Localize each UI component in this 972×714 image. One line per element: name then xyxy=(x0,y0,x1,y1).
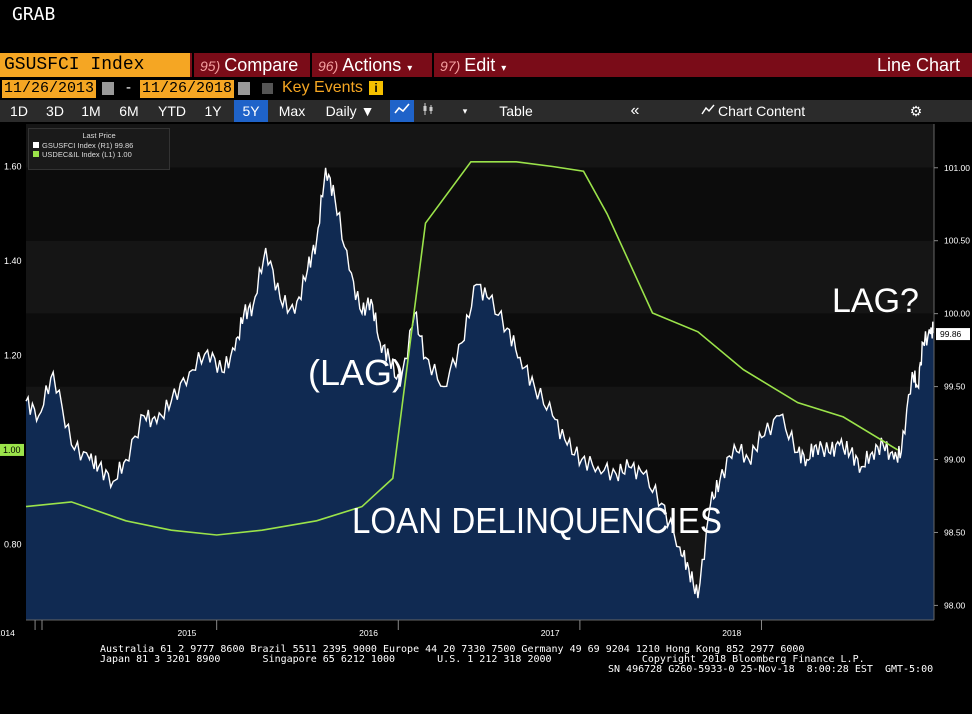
legend-label: GSUSFCI Index (R1) 99.86 xyxy=(42,141,134,150)
right-tick-label: 101.00 xyxy=(944,163,970,173)
chart-content-button[interactable]: Chart Content xyxy=(718,103,806,119)
range-button-3d[interactable]: 3D xyxy=(46,103,64,119)
series-line-gsusfci-index xyxy=(25,167,935,599)
left-axis-marker-label: 1.00 xyxy=(3,445,21,455)
edit-button[interactable]: 97) Edit ▾ xyxy=(432,53,522,77)
legend-swatch xyxy=(33,151,39,157)
edit-number: 97) xyxy=(440,58,461,74)
left-tick-label: 1.40 xyxy=(4,256,22,266)
line-chart-icon[interactable] xyxy=(390,100,414,122)
compare-button[interactable]: 95) Compare xyxy=(192,53,308,77)
legend-label: USDEC&IL Index (L1) 1.00 xyxy=(42,150,132,159)
series-line-usdec-il-index xyxy=(25,161,899,536)
edit-label: Edit xyxy=(464,55,496,75)
right-axis-marker-label: 99.86 xyxy=(940,329,962,339)
range-button-6m[interactable]: 6M xyxy=(119,103,139,119)
chart-type-title: Line Chart xyxy=(876,55,960,75)
actions-label: Actions xyxy=(342,55,402,75)
right-tick-label: 98.00 xyxy=(944,600,966,610)
start-date-input[interactable]: 11/26/2013 xyxy=(2,80,97,98)
x-tick-label: 2018 xyxy=(722,628,741,638)
x-tick-label: 2014 xyxy=(0,628,15,638)
annotation-lag-question: LAG? xyxy=(832,282,919,320)
left-tick-label: 1.20 xyxy=(4,350,22,360)
window-title: GRAB xyxy=(12,4,56,25)
range-button-1d[interactable]: 1D xyxy=(10,103,28,119)
legend-title: Last Price xyxy=(82,131,116,140)
x-tick-label: 2015 xyxy=(177,628,196,638)
end-date-input[interactable]: 11/26/2018 xyxy=(140,80,235,98)
right-tick-label: 99.00 xyxy=(944,455,966,465)
footer-serial: SN 496728 G260-5933-0 25-Nov-18 8:00:28 … xyxy=(608,664,934,675)
legend: Last Price GSUSFCI Index (R1) 99.86 USDE… xyxy=(28,128,170,170)
range-button-ytd[interactable]: YTD xyxy=(158,103,186,119)
actions-button[interactable]: 96) Actions ▾ xyxy=(310,53,430,77)
footer-contacts-1: Australia 61 2 9777 8600 Brazil 5511 239… xyxy=(100,644,805,655)
chart-style-dropdown-icon[interactable]: ▾ xyxy=(462,106,468,116)
series-area-gsusfci-index xyxy=(26,167,934,621)
actions-number: 96) xyxy=(318,58,339,74)
range-button-max[interactable]: Max xyxy=(278,103,306,119)
footer-contacts-2: Japan 81 3 3201 8900 Singapore 65 6212 1… xyxy=(100,654,865,665)
date-separator: - xyxy=(126,79,131,96)
left-axis-marker xyxy=(0,443,24,456)
period-dropdown[interactable]: Daily ▼ xyxy=(325,103,375,119)
gear-icon[interactable]: ⚙ xyxy=(909,103,923,119)
table-button[interactable]: Table xyxy=(499,103,533,119)
left-tick-label: 0.80 xyxy=(4,539,22,549)
right-tick-label: 99.50 xyxy=(944,382,966,392)
chart-content-icon xyxy=(698,100,718,122)
annotation-lag: (LAG) xyxy=(308,352,405,393)
key-events-checkbox[interactable] xyxy=(262,83,273,94)
right-tick-label: 98.50 xyxy=(944,527,966,537)
right-axis-marker xyxy=(936,328,970,341)
range-button-1m[interactable]: 1M xyxy=(81,103,101,119)
x-tick-label: 2017 xyxy=(541,628,560,638)
compare-number: 95) xyxy=(200,58,221,74)
left-tick-label: 1.60 xyxy=(4,162,22,172)
legend-item: USDEC&IL Index (L1) 1.00 xyxy=(29,150,169,159)
chart-canvas: 1.601.401.201.000.801.00101.00100.50100.… xyxy=(0,124,970,638)
grid-band xyxy=(26,124,934,168)
range-button-5y[interactable]: 5Y xyxy=(234,100,268,122)
collapse-left-icon[interactable]: « xyxy=(630,102,640,119)
chevron-down-icon: ▾ xyxy=(407,63,413,74)
right-tick-label: 100.50 xyxy=(944,236,970,246)
annotation-loan-delinquencies: LOAN DELINQUENCIES xyxy=(352,500,722,541)
legend-item: GSUSFCI Index (R1) 99.86 xyxy=(29,141,169,150)
x-tick-label: 2016 xyxy=(359,628,378,638)
chevron-down-icon: ▾ xyxy=(501,63,507,74)
candlestick-icon[interactable] xyxy=(418,100,438,122)
ticker-field[interactable]: GSUSFCI Index xyxy=(0,53,190,77)
right-tick-label: 100.00 xyxy=(944,309,970,319)
range-button-1y[interactable]: 1Y xyxy=(204,103,222,119)
info-icon[interactable]: i xyxy=(369,81,383,95)
key-events-label: Key Events xyxy=(282,79,363,96)
calendar-icon[interactable] xyxy=(102,82,114,95)
grid-band xyxy=(26,167,934,241)
legend-swatch xyxy=(33,142,39,148)
compare-label: Compare xyxy=(224,55,299,75)
calendar-icon[interactable] xyxy=(238,82,250,95)
